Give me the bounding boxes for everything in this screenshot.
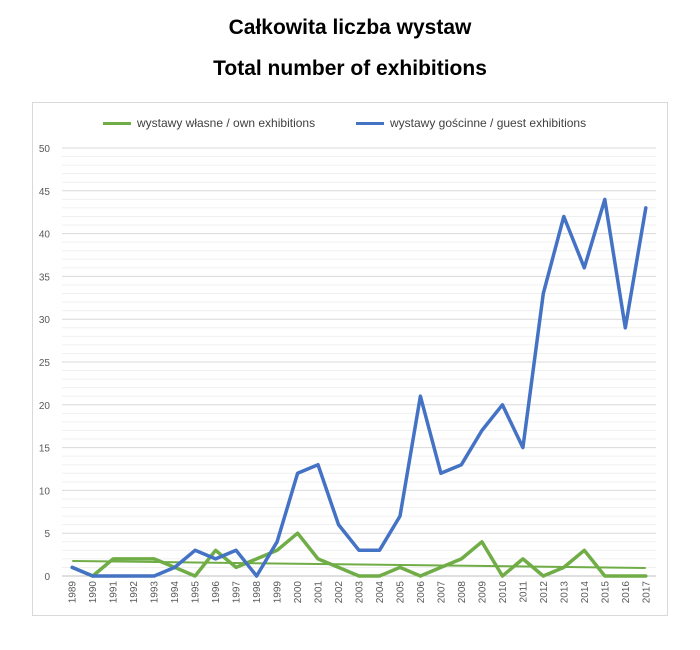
x-tick-label: 1990 <box>88 581 99 604</box>
x-tick-label: 1991 <box>109 581 120 604</box>
x-tick-label: 1997 <box>232 581 243 604</box>
x-tick-label: 2006 <box>416 581 427 604</box>
y-tick-label: 45 <box>39 187 51 198</box>
x-tick-label: 1993 <box>150 581 161 604</box>
x-tick-label: 1996 <box>211 581 222 604</box>
chart-title-english: Total number of exhibitions <box>213 57 487 80</box>
legend-label-guest: wystawy gościnne / guest exhibitions <box>390 116 587 130</box>
series-line-0 <box>70 531 648 578</box>
x-tick-label: 2005 <box>395 581 406 604</box>
y-tick-label: 30 <box>39 315 51 326</box>
x-tick-label: 1998 <box>252 581 263 604</box>
x-tick-label: 2014 <box>580 581 591 604</box>
x-tick-label: 2007 <box>436 581 447 604</box>
x-tick-label: 2004 <box>375 581 386 604</box>
x-tick-label: 2013 <box>559 581 570 604</box>
x-tick-label: 2002 <box>334 581 345 604</box>
x-tick-label: 1999 <box>273 581 284 604</box>
y-tick-label: 20 <box>39 401 51 412</box>
x-tick-label: 2017 <box>641 581 652 604</box>
legend-label-own: wystawy własne / own exhibitions <box>137 116 316 130</box>
x-tick-label: 2010 <box>498 581 509 604</box>
y-tick-label: 25 <box>39 358 51 369</box>
trendline-series-0 <box>72 560 646 569</box>
x-tick-label: 2009 <box>477 581 488 604</box>
x-tick-label: 2001 <box>314 581 325 604</box>
x-tick-label: 2003 <box>355 581 366 604</box>
legend-item-own: wystawy własne / own exhibitions <box>103 116 315 130</box>
legend-swatch-guest <box>356 121 384 125</box>
x-tick-label: 1995 <box>191 581 202 604</box>
y-tick-label: 0 <box>44 572 50 583</box>
legend-item-guest: wystawy gościnne / guest exhibitions <box>356 116 586 130</box>
x-tick-label: 2011 <box>518 581 529 603</box>
chart-title-polish: Całkowita liczba wystaw <box>228 16 472 39</box>
x-tick-label: 2008 <box>457 581 468 604</box>
x-tick-label: 2012 <box>539 581 550 604</box>
x-tick-label: 1994 <box>170 581 181 604</box>
x-tick-label: 1992 <box>129 581 140 604</box>
x-tick-label: 2000 <box>293 581 304 604</box>
y-tick-label: 10 <box>39 486 51 497</box>
y-tick-label: 35 <box>39 272 51 283</box>
x-tick-label: 1989 <box>68 581 79 604</box>
y-tick-label: 5 <box>44 529 50 540</box>
y-tick-label: 15 <box>39 444 51 455</box>
x-tick-label: 2016 <box>621 581 632 604</box>
x-tick-label: 2015 <box>600 581 611 604</box>
y-tick-label: 40 <box>39 230 51 241</box>
y-tick-label: 50 <box>39 144 51 155</box>
legend-swatch-own <box>103 121 131 125</box>
chart-area <box>32 102 668 616</box>
